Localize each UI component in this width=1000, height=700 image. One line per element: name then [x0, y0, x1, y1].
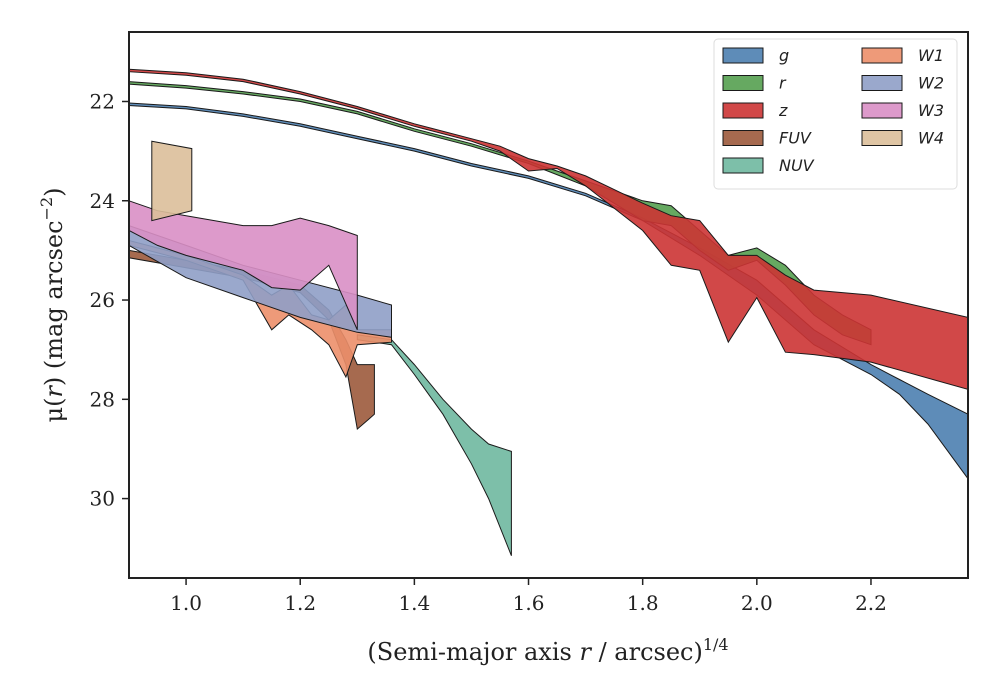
legend-label-w3: W3: [918, 101, 944, 120]
x-tick-label: 1.2: [284, 591, 316, 615]
y-tick-label: 26: [90, 288, 115, 312]
x-tick-label: 1.0: [170, 591, 202, 615]
x-tick-label: 1.6: [513, 591, 545, 615]
x-tick-label: 2.2: [855, 591, 887, 615]
legend-swatch-w1: [861, 47, 903, 64]
band-nuv: [356, 334, 512, 556]
y-axis-label: μ(r) (mag arcsec−2): [37, 187, 68, 422]
legend-label-z: z: [778, 101, 788, 120]
y-tick-label: 22: [90, 89, 115, 113]
legend-swatch-nuv: [722, 157, 764, 174]
y-axis: 22 24 26 28 30: [90, 89, 129, 511]
x-tick-label: 1.8: [627, 591, 659, 615]
y-tick-label: 24: [90, 189, 115, 213]
legend-label-w2: W2: [918, 74, 944, 93]
legend-label-w1: W1: [918, 46, 944, 65]
legend-swatch-g: [722, 47, 764, 64]
legend-swatch-w2: [861, 75, 903, 91]
y-tick-label: 28: [90, 387, 115, 411]
legend-swatch-w3: [861, 102, 903, 119]
legend-swatch-z: [722, 102, 764, 119]
legend-label-w4: W4: [918, 129, 944, 148]
y-tick-label: 30: [90, 487, 115, 511]
legend-label-nuv: NUV: [779, 156, 815, 175]
legend-swatch-w4: [861, 130, 903, 146]
legend-swatch-fuv: [722, 130, 764, 146]
x-tick-label: 1.4: [398, 591, 430, 615]
legend-label-fuv: FUV: [779, 129, 812, 148]
plot-frame: [128, 31, 969, 579]
band-w3: [128, 200, 358, 331]
legend-swatch-r: [722, 75, 764, 91]
legend-label-r: r: [779, 74, 787, 93]
x-tick-label: 2.0: [741, 591, 773, 615]
x-axis-label: (Semi-major axis r / arcsec)1/4: [367, 635, 728, 666]
legend-label-g: g: [779, 46, 789, 65]
legend: grz FUV NUV W1 W2 W3 W4: [713, 38, 958, 190]
band-w4: [151, 140, 193, 222]
series-bands: [128, 68, 969, 556]
x-axis: 1.0 1.2 1.4 1.6 1.8 2.0 2.2: [170, 578, 887, 615]
